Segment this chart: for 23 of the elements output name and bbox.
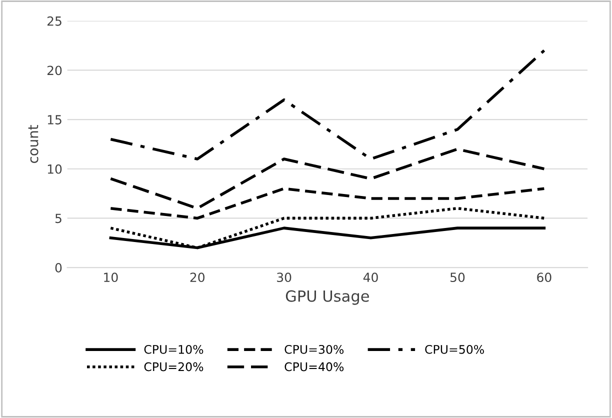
y-axis-title: count (28, 124, 38, 164)
legend-label: CPU=20% (144, 362, 204, 372)
y-tick-label: 25 (47, 16, 62, 26)
line-series (109, 148, 546, 210)
y-tick-label: 0 (55, 262, 62, 272)
y-tick-label: 5 (55, 214, 62, 224)
x-tick-label: 50 (450, 272, 465, 282)
line-series (109, 206, 546, 250)
legend-label: CPU=30% (284, 344, 344, 354)
x-tick-label: 20 (190, 272, 204, 282)
y-tick-label: 15 (48, 115, 62, 124)
y-tick-label: 20 (47, 66, 62, 76)
x-tick-label: 40 (363, 272, 378, 282)
x-tick-label: 10 (104, 272, 118, 282)
legend-label: CPU=10% (144, 344, 204, 354)
x-tick-label: 30 (277, 272, 292, 282)
legend-label: CPU=40% (284, 362, 344, 372)
x-axis-title: GPU Usage (286, 290, 369, 305)
y-tick-label: 10 (48, 164, 62, 174)
line-series (109, 49, 546, 160)
line-series (109, 187, 546, 220)
x-tick-label: 60 (537, 272, 552, 282)
legend-label: CPU=50% (425, 344, 484, 354)
